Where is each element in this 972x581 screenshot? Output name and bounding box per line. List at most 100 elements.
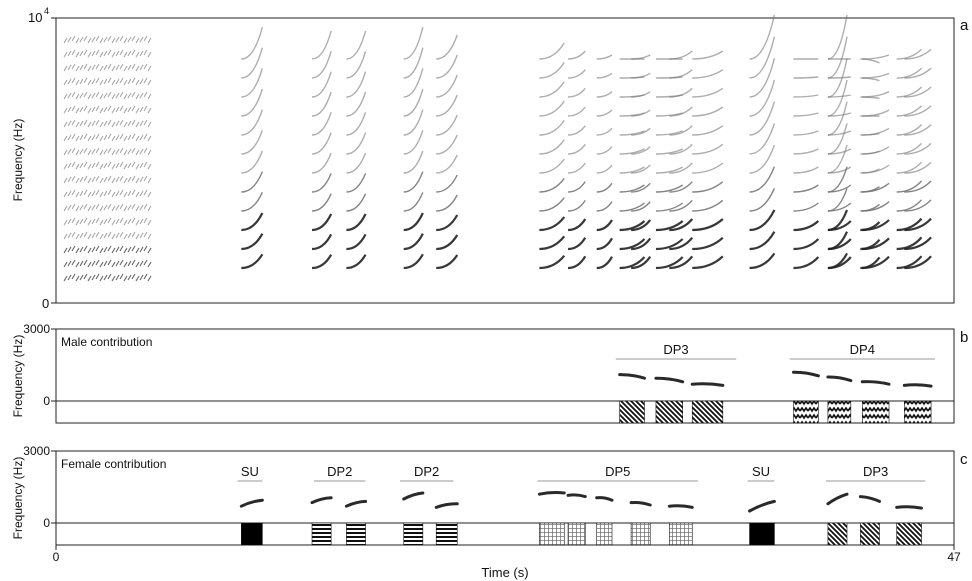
spectrogram-harmonic [669, 236, 694, 251]
spectrogram-mark [79, 148, 84, 155]
female-y-tick-zero: 0 [43, 516, 50, 530]
spectrogram-mark [115, 204, 120, 211]
spectrogram-mark [123, 261, 128, 268]
spectrogram-harmonic [749, 101, 776, 136]
spectrogram-harmonic [904, 124, 932, 136]
spectrogram-mark [139, 246, 144, 253]
spectrogram-mark [91, 260, 96, 267]
spectrogram-mark [147, 135, 152, 142]
spectrogram-harmonic [403, 109, 424, 136]
spectrogram-mark [123, 219, 128, 226]
syllable-contour [902, 383, 933, 388]
spectrogram-harmonic [749, 123, 776, 155]
spectrogram-harmonic [346, 233, 367, 251]
spectrogram-mark [75, 51, 80, 58]
spectrogram-mark [71, 217, 76, 224]
spectrogram-harmonic [669, 218, 694, 232]
spectrogram-harmonic [793, 184, 819, 193]
spectrogram-mark [119, 161, 124, 168]
spectrogram-harmonic [631, 54, 651, 60]
spectrogram-harmonic [436, 214, 459, 232]
spectrogram-harmonic [896, 236, 923, 251]
spectrogram-mark [71, 105, 76, 112]
spectrogram-mark [147, 219, 152, 226]
spectrogram-harmonic [669, 69, 693, 79]
spectrogram-mark [103, 92, 108, 99]
spectrogram-mark [95, 91, 100, 98]
spectrogram-harmonic [596, 91, 613, 98]
spectrogram-mark [67, 176, 72, 183]
spectrogram-harmonic [596, 164, 613, 174]
syllable-contour [748, 499, 776, 513]
spectrogram-mark [91, 64, 96, 71]
spectrogram-mark [99, 177, 104, 184]
spectrogram-mark [87, 233, 92, 240]
spectrogram-harmonic [619, 148, 645, 155]
spectrogram-mark [103, 176, 108, 183]
spectrogram-harmonic [567, 255, 587, 270]
spectrogram-harmonic [568, 181, 586, 193]
spectrogram-mark [131, 245, 136, 252]
spectrogram-mark [95, 259, 100, 266]
spectrogram-mark [71, 91, 76, 98]
spectrogram-mark [91, 246, 96, 253]
spectrogram-harmonic [596, 127, 613, 136]
spectrogram-mark [147, 233, 152, 240]
spectrogram-harmonic [655, 220, 684, 232]
spectrogram-mark [103, 64, 108, 71]
spectrogram-harmonic [631, 237, 652, 251]
syllable-contour [826, 375, 853, 383]
spectrogram-mark [107, 189, 112, 196]
spectrogram-mark [99, 247, 104, 254]
spectrogram-mark [123, 121, 128, 128]
spectrogram-mark [107, 119, 112, 126]
spectrogram-y-tick-top: 10 [28, 10, 42, 25]
spectrogram-mark [143, 217, 148, 224]
spectrogram-mark [95, 203, 100, 210]
spectrogram-harmonic [669, 106, 693, 117]
spectrogram-harmonic [241, 88, 264, 117]
spectrogram-harmonic [692, 69, 724, 79]
spectrogram-harmonic [619, 220, 646, 232]
spectrogram-harmonic [896, 48, 923, 60]
spectrogram-mark [131, 49, 136, 56]
spectrogram-mark [83, 203, 88, 210]
syllable-contour [792, 370, 820, 378]
spectrogram-mark [131, 63, 136, 70]
spectrogram-harmonic [596, 201, 613, 212]
panel-letter-c: c [960, 451, 968, 468]
spectrogram-harmonic [631, 127, 651, 136]
spectrogram-harmonic [596, 182, 613, 193]
spectrogram-mark [127, 134, 132, 141]
spectrogram-mark [79, 274, 84, 281]
spectrogram-mark [67, 148, 72, 155]
spectrogram-harmonic [539, 61, 565, 79]
spectrogram-mark [143, 245, 148, 252]
spectrogram-mark [71, 259, 76, 266]
spectrogram-mark [79, 190, 84, 197]
spectrogram-harmonic [567, 237, 587, 251]
spectrogram-mark [79, 218, 84, 225]
spectrogram-mark [95, 147, 100, 154]
spectrogram-mark [139, 50, 144, 57]
spectrogram-mark [71, 147, 76, 154]
spectrogram-mark [119, 217, 124, 224]
group-label: DP5 [605, 464, 630, 479]
female-panel-frame [55, 450, 955, 546]
spectrogram-mark [111, 233, 116, 240]
spectrogram-harmonic [669, 162, 693, 174]
spectrogram-harmonic [860, 150, 880, 155]
spectrogram-mark [67, 134, 72, 141]
spectrogram-harmonic [436, 254, 459, 270]
spectrogram-mark [83, 119, 88, 126]
panel-letter-b: b [960, 329, 968, 346]
spectrogram-mark [63, 247, 68, 254]
spectrogram-mark [103, 246, 108, 253]
spectrogram-harmonic [567, 218, 587, 232]
spectrogram-harmonic [749, 79, 776, 117]
spectrogram-mark [107, 217, 112, 224]
spectrogram-mark [123, 135, 128, 142]
spectrogram-mark [79, 50, 84, 57]
spectrogram-mark [99, 275, 104, 282]
spectrogram-mark [75, 149, 80, 156]
